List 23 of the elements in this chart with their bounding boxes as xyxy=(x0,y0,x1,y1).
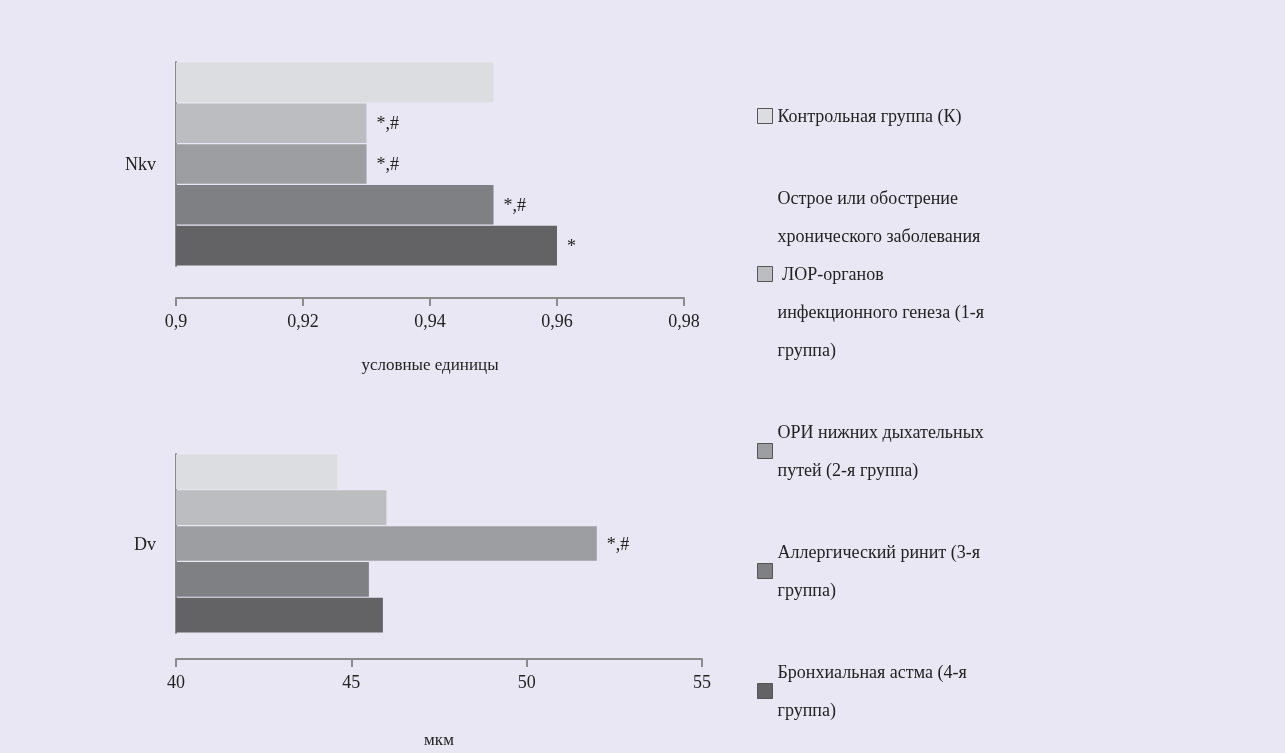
x-tick-label: 0,9 xyxy=(164,311,188,331)
data-label: *,# xyxy=(376,113,399,134)
y-axis-title: Nkv xyxy=(125,154,156,174)
x-tick-label: 45 xyxy=(342,672,361,692)
x-tick-label: 0,94 xyxy=(414,311,446,331)
x-tick-label: 0,98 xyxy=(668,311,700,331)
x-axis-title: условные единицы xyxy=(361,355,500,374)
y-axis-title: Dv xyxy=(134,533,156,554)
data-label: *,# xyxy=(503,194,526,215)
legend-label: ОРИ нижних дыхательных путей (2-я группа) xyxy=(777,422,989,481)
data-label: *,# xyxy=(606,533,630,554)
legend-label: Аллергический ринит (3-я группа) xyxy=(777,542,985,601)
x-axis-title: мкм xyxy=(424,730,455,749)
legend-label: Контрольная группа (К) xyxy=(777,106,962,127)
legend-label: Острое или обострение хронического заболевания ЛОР-органов инфекционного генеза (1-я группа) xyxy=(777,188,989,361)
x-tick-label: 55 xyxy=(693,672,711,692)
data-label: *,# xyxy=(376,154,399,174)
legend-label: Бронхиальная астма (4-я группа) xyxy=(777,662,972,721)
x-tick-label: 50 xyxy=(517,672,536,692)
x-tick-label: 40 xyxy=(167,672,185,692)
x-tick-label: 0,92 xyxy=(287,311,319,331)
data-label: * xyxy=(567,235,576,256)
x-tick-label: 0,96 xyxy=(541,311,573,331)
